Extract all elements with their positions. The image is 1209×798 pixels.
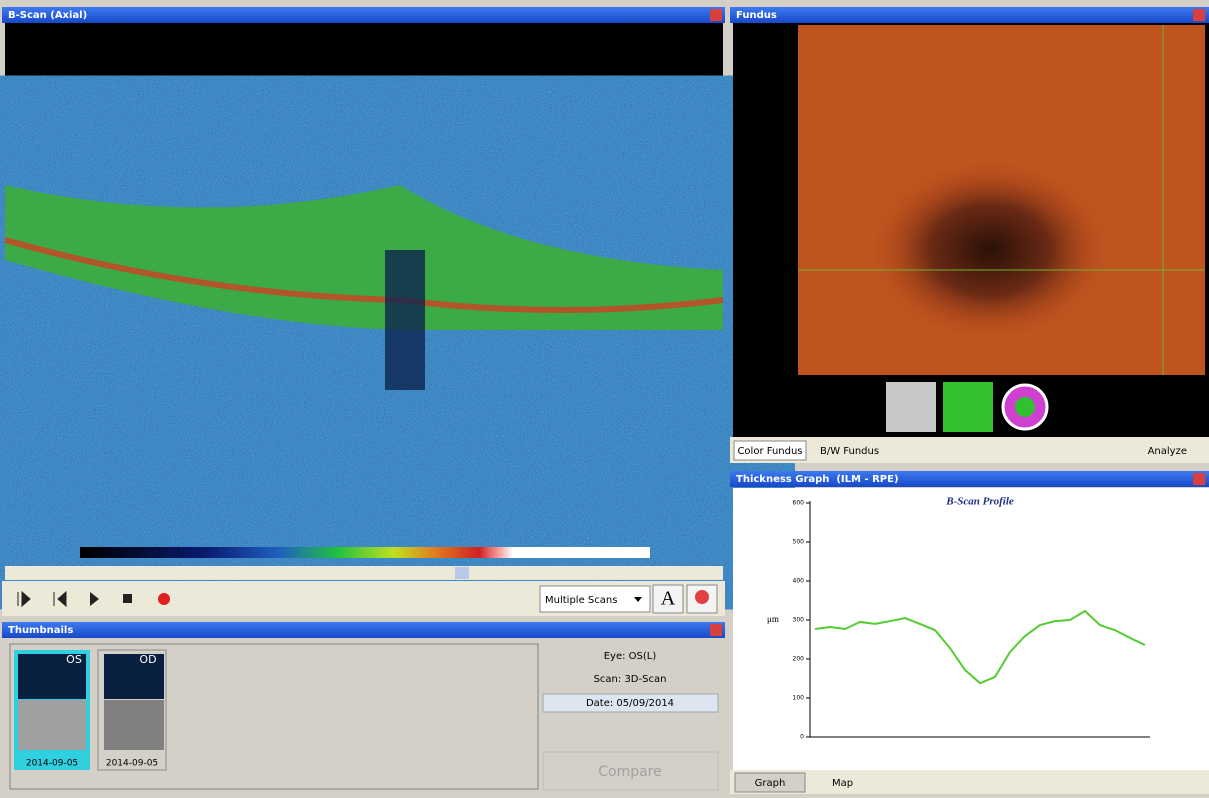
tab-label[interactable]: Map xyxy=(832,778,853,789)
date-info: Date: 05/09/2014 xyxy=(586,698,674,709)
y-tick-label: 200 xyxy=(793,656,805,663)
map-thumb[interactable] xyxy=(943,382,993,432)
thumb-eye: OD xyxy=(139,653,156,666)
bscan-noise xyxy=(5,120,723,565)
date-box xyxy=(542,693,719,713)
scrollbar[interactable] xyxy=(5,566,723,580)
close-button[interactable] xyxy=(1193,9,1205,21)
thumb-fundus xyxy=(18,700,86,750)
tab-bar xyxy=(730,770,1209,794)
bw-thumb[interactable] xyxy=(886,382,936,432)
y-tick-label: 300 xyxy=(793,617,805,624)
play-button[interactable] xyxy=(90,592,99,606)
plot: 0 100 200 300 400 500 600 xyxy=(793,500,1150,741)
color-scale xyxy=(80,547,650,558)
record-button[interactable] xyxy=(158,593,170,605)
stop-button[interactable] xyxy=(123,594,132,603)
title-bar xyxy=(2,622,725,638)
tool-icon xyxy=(695,590,709,604)
title-bar xyxy=(730,471,1209,487)
dropdown-value: Multiple Scans xyxy=(545,595,617,606)
tab-label[interactable]: Graph xyxy=(755,778,786,789)
close-button[interactable] xyxy=(1193,473,1205,485)
thumb-eye: OS xyxy=(66,653,82,666)
thickness-line xyxy=(814,609,1146,685)
tab-label[interactable]: Color Fundus xyxy=(737,446,802,457)
graph-area xyxy=(733,488,1209,770)
tab-active[interactable] xyxy=(734,772,806,793)
scan-info: Scan: 3D-Scan xyxy=(594,674,667,685)
font-button[interactable] xyxy=(652,584,684,614)
eye-info: Eye: OS(L) xyxy=(604,651,657,662)
sector-center xyxy=(1015,397,1035,417)
panel-title: Fundus xyxy=(736,10,777,21)
tab-active[interactable] xyxy=(733,440,807,461)
panel-title: Thickness Graph (ILM - RPE) xyxy=(736,474,899,485)
tab-bar xyxy=(730,437,1209,463)
scroll-thumb[interactable] xyxy=(455,567,469,579)
panel-title: Thumbnails xyxy=(8,625,73,636)
thumb-date: 2014-09-05 xyxy=(106,759,158,769)
compare-button[interactable] xyxy=(542,751,719,791)
y-tick-label: 100 xyxy=(793,695,805,702)
thumb-scan xyxy=(104,654,164,699)
close-button[interactable] xyxy=(710,624,722,636)
y-tick-label: 0 xyxy=(800,734,804,741)
compare-label: Compare xyxy=(598,764,662,780)
tab-label[interactable]: B/W Fundus xyxy=(820,446,879,457)
y-axis-label: μm xyxy=(767,614,779,624)
panel-title: B-Scan (Axial) xyxy=(8,10,87,21)
dropdown-arrow xyxy=(634,597,642,602)
thumb-scan xyxy=(18,654,86,699)
chart-title: B-Scan Profile xyxy=(945,496,1014,508)
scan-mode-dropdown[interactable] xyxy=(539,585,651,613)
macula xyxy=(870,160,1110,340)
retina-layer xyxy=(5,185,723,330)
back-button[interactable] xyxy=(53,590,67,608)
thumb-date: 2014-09-05 xyxy=(26,759,78,769)
thumb-fundus xyxy=(104,700,164,750)
y-tick-label: 600 xyxy=(793,500,805,507)
title-bar xyxy=(730,7,1209,23)
analyze-tab[interactable]: Analyze xyxy=(1148,446,1187,457)
y-tick-label: 400 xyxy=(793,578,805,585)
close-button[interactable] xyxy=(710,9,722,21)
y-tick-label: 500 xyxy=(793,539,805,546)
font-button-label: A xyxy=(661,588,676,610)
shadow xyxy=(385,250,425,390)
title-bar xyxy=(2,7,725,23)
step-button[interactable] xyxy=(17,590,31,608)
